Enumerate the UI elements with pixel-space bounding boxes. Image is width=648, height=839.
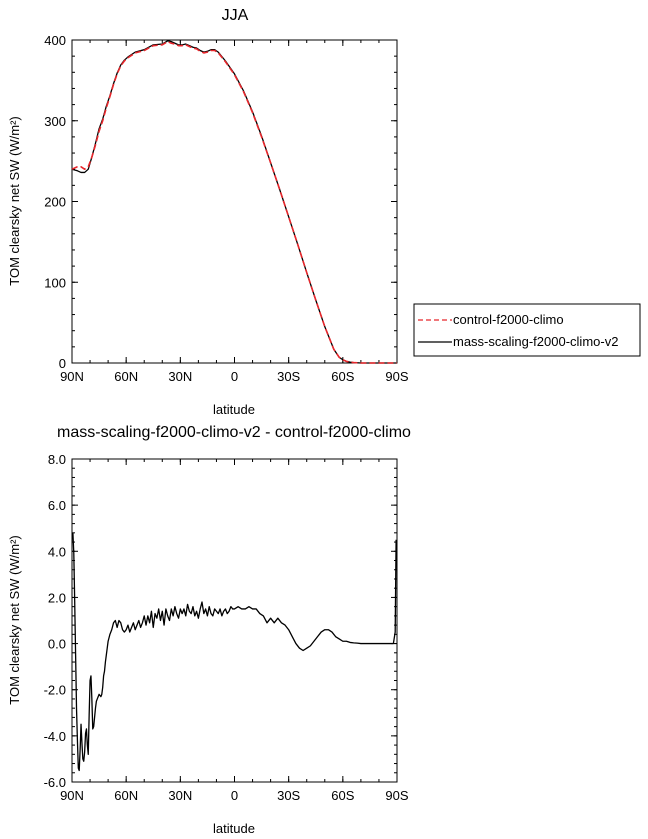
bottom-x-axis-label: latitude xyxy=(213,821,255,836)
bottom-series-group xyxy=(72,532,397,772)
bottom-y-tick-label: 8.0 xyxy=(48,452,66,467)
bottom-y-tick-label: -4.0 xyxy=(44,729,66,744)
bottom-x-tick-label: 60S xyxy=(331,788,354,803)
bottom-x-tick-label: 30S xyxy=(277,788,300,803)
bottom-x-tick-label: 90S xyxy=(385,788,408,803)
top-x-tick-label: 30S xyxy=(277,369,300,384)
top-panel: JJA 90N 60N 30N 0 30S 60S 90S 0 100 200 300 400 lat… xyxy=(7,7,409,417)
bottom-y-tick-label: -6.0 xyxy=(44,775,66,790)
bottom-y-tick-label: 6.0 xyxy=(48,498,66,513)
top-x-tick-label: 30N xyxy=(168,369,192,384)
top-y-tick-label: 200 xyxy=(44,195,66,210)
legend: control-f2000-climo mass-scaling-f2000-c… xyxy=(413,303,641,357)
top-x-tick-label: 60N xyxy=(114,369,138,384)
top-y-tick-label: 400 xyxy=(44,33,66,48)
legend-box xyxy=(413,303,641,357)
top-y-axis-label: TOM clearsky net SW (W/m²) xyxy=(7,116,22,285)
top-axis-ticks: 90N 60N 30N 0 30S 60S 90S 0 100 200 300 400 xyxy=(44,33,409,384)
top-series-line-control xyxy=(71,40,397,364)
bottom-x-tick-label: 90N xyxy=(60,788,84,803)
bottom-x-tick-label: 30N xyxy=(168,788,192,803)
bottom-y-axis-label: TOM clearsky net SW (W/m²) xyxy=(7,535,22,704)
bottom-y-tick-label: 0.0 xyxy=(48,637,66,652)
legend-label-control: control-f2000-climo xyxy=(453,312,564,327)
bottom-panel-title: mass-scaling-f2000-climo-v2 - control-f2… xyxy=(57,424,411,441)
top-x-tick-label: 90S xyxy=(385,369,408,384)
bottom-plot-frame xyxy=(71,458,398,783)
legend-label-mass-scaling: mass-scaling-f2000-climo-v2 xyxy=(453,334,618,349)
top-series-line-mass-scaling xyxy=(71,40,397,364)
top-x-axis-label: latitude xyxy=(213,402,255,417)
top-plot-frame xyxy=(71,39,398,364)
top-x-tick-label: 0 xyxy=(231,369,238,384)
bottom-series-line-mass-scaling xyxy=(72,532,397,772)
top-panel-title: JJA xyxy=(222,7,249,24)
bottom-y-tick-label: 4.0 xyxy=(48,544,66,559)
top-x-tick-label: 60S xyxy=(331,369,354,384)
top-y-tick-label: 300 xyxy=(44,114,66,129)
bottom-x-tick-label: 60N xyxy=(114,788,138,803)
bottom-panel: mass-scaling-f2000-climo-v2 - control-f2… xyxy=(7,424,411,836)
top-y-tick-label: 100 xyxy=(44,275,66,290)
bottom-x-tick-label: 0 xyxy=(231,788,238,803)
bottom-axis-ticks: 90N 60N 30N 0 30S 60S 90S -6.0 -4.0 -2.0 0.0 2.0 4.0… xyxy=(44,452,409,803)
top-y-tick-label: 0 xyxy=(59,356,66,371)
bottom-y-tick-label: 2.0 xyxy=(48,590,66,605)
top-series-group xyxy=(71,40,397,364)
bottom-y-tick-label: -2.0 xyxy=(44,683,66,698)
top-x-tick-label: 90N xyxy=(60,369,84,384)
